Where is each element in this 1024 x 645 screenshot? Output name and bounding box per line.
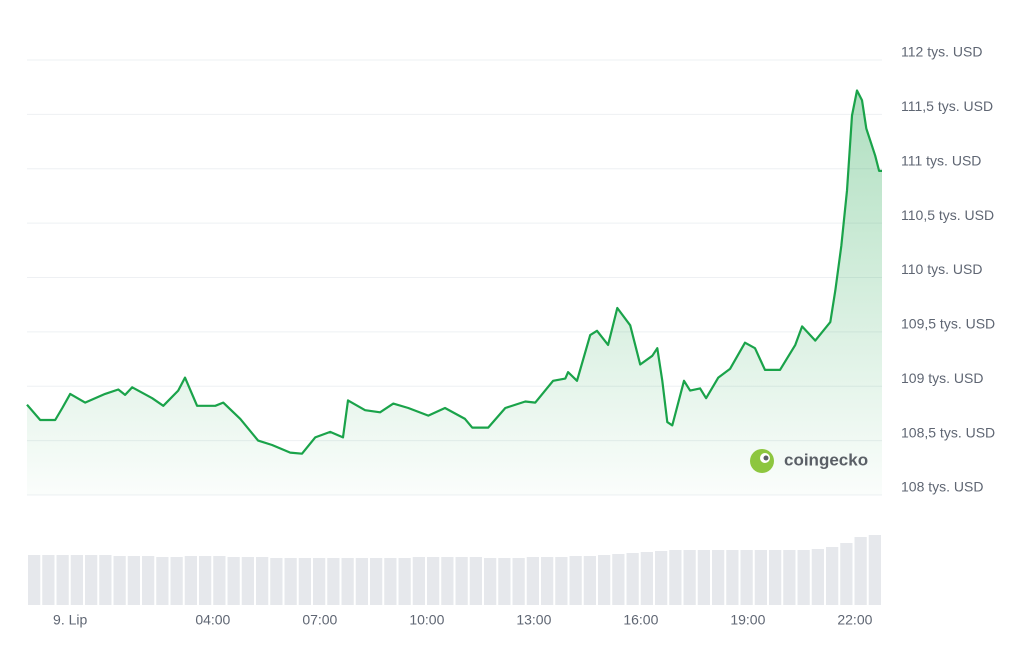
watermark-text: coingecko — [784, 450, 868, 469]
volume-bar — [526, 557, 539, 605]
volume-bar — [412, 557, 425, 605]
volume-bar — [640, 552, 653, 605]
volume-bar — [170, 557, 183, 605]
volume — [28, 535, 881, 605]
volume-bar — [70, 555, 83, 605]
volume-bar — [598, 555, 611, 605]
volume-bar — [156, 557, 169, 605]
y-tick-label: 111,5 tys. USD — [901, 98, 993, 114]
volume-bar — [28, 555, 41, 605]
plot — [26, 89, 882, 495]
volume-bar — [370, 558, 383, 605]
x-tick-label: 22:00 — [837, 612, 872, 628]
volume-bar — [256, 557, 269, 605]
x-tick-label: 04:00 — [195, 612, 230, 628]
volume-bar — [498, 558, 511, 605]
volume-bar — [241, 557, 254, 605]
volume-bar — [355, 558, 368, 605]
x-tick-label: 13:00 — [516, 612, 551, 628]
volume-bar — [455, 557, 468, 605]
labels: 112 tys. USD 111,5 tys. USD 111 tys. USD 11… — [53, 44, 995, 628]
volume-bar — [142, 556, 155, 605]
volume-bar — [341, 558, 354, 605]
area — [27, 90, 882, 495]
volume-bar — [441, 557, 454, 605]
y-tick-label: 109,5 tys. USD — [901, 316, 995, 332]
volume-bar — [811, 549, 824, 605]
watermark: coingecko — [750, 449, 868, 473]
volume-bar — [854, 537, 867, 605]
volume-bar — [313, 558, 326, 605]
volume-bar — [683, 550, 696, 605]
y-tick-label: 112 tys. USD — [901, 44, 982, 60]
x-tick-label: 07:00 — [302, 612, 337, 628]
volume-bar — [797, 550, 810, 605]
volume-bar — [199, 556, 212, 605]
volume-bar — [740, 550, 753, 605]
volume-bar — [612, 554, 625, 605]
volume-bar — [127, 556, 140, 605]
volume-bar — [569, 556, 582, 605]
volume-bar — [826, 547, 839, 605]
volume-bar — [270, 558, 283, 605]
volume-bar — [298, 558, 311, 605]
x-tick-label: 9. Lip — [53, 612, 87, 628]
volume-bar — [655, 551, 668, 605]
volume-bar — [42, 555, 55, 605]
volume-bar — [227, 557, 240, 605]
volume-bar — [99, 555, 112, 605]
volume-bar — [541, 557, 554, 605]
volume-bar — [868, 535, 881, 605]
volume-bar — [384, 558, 397, 605]
volume-bar — [726, 550, 739, 605]
volume-bar — [754, 550, 767, 605]
volume-bar — [398, 558, 411, 605]
volume-bar — [327, 558, 340, 605]
volume-bar — [56, 555, 69, 605]
volume-bar — [697, 550, 710, 605]
volume-bar — [427, 557, 440, 605]
volume-bar — [583, 556, 596, 605]
volume-bar — [555, 557, 568, 605]
logo-pupil — [763, 455, 769, 461]
volume-bar — [484, 558, 497, 605]
volume-bar — [783, 550, 796, 605]
volume-bar — [213, 556, 226, 605]
volume-bar — [469, 557, 482, 605]
volume-bar — [85, 555, 98, 605]
y-tick-label: 111 tys. USD — [901, 152, 981, 168]
volume-bar — [712, 550, 725, 605]
volume-bar — [113, 556, 126, 605]
volume-bar — [769, 550, 782, 605]
y-tick-label: 110 tys. USD — [901, 261, 982, 277]
volume-bar — [626, 553, 639, 605]
x-tick-label: 16:00 — [623, 612, 658, 628]
y-tick-label: 108 tys. USD — [901, 479, 983, 495]
volume-bar — [284, 558, 297, 605]
volume-bar — [840, 543, 853, 605]
y-tick-label: 110,5 tys. USD — [901, 207, 994, 223]
price-line — [26, 89, 882, 455]
volume-bar — [669, 550, 682, 605]
x-tick-label: 19:00 — [730, 612, 765, 628]
volume-bar — [184, 556, 197, 605]
y-tick-label: 109 tys. USD — [901, 370, 983, 386]
volume-bar — [512, 558, 525, 605]
y-tick-label: 108,5 tys. USD — [901, 424, 995, 440]
x-tick-label: 10:00 — [409, 612, 444, 628]
